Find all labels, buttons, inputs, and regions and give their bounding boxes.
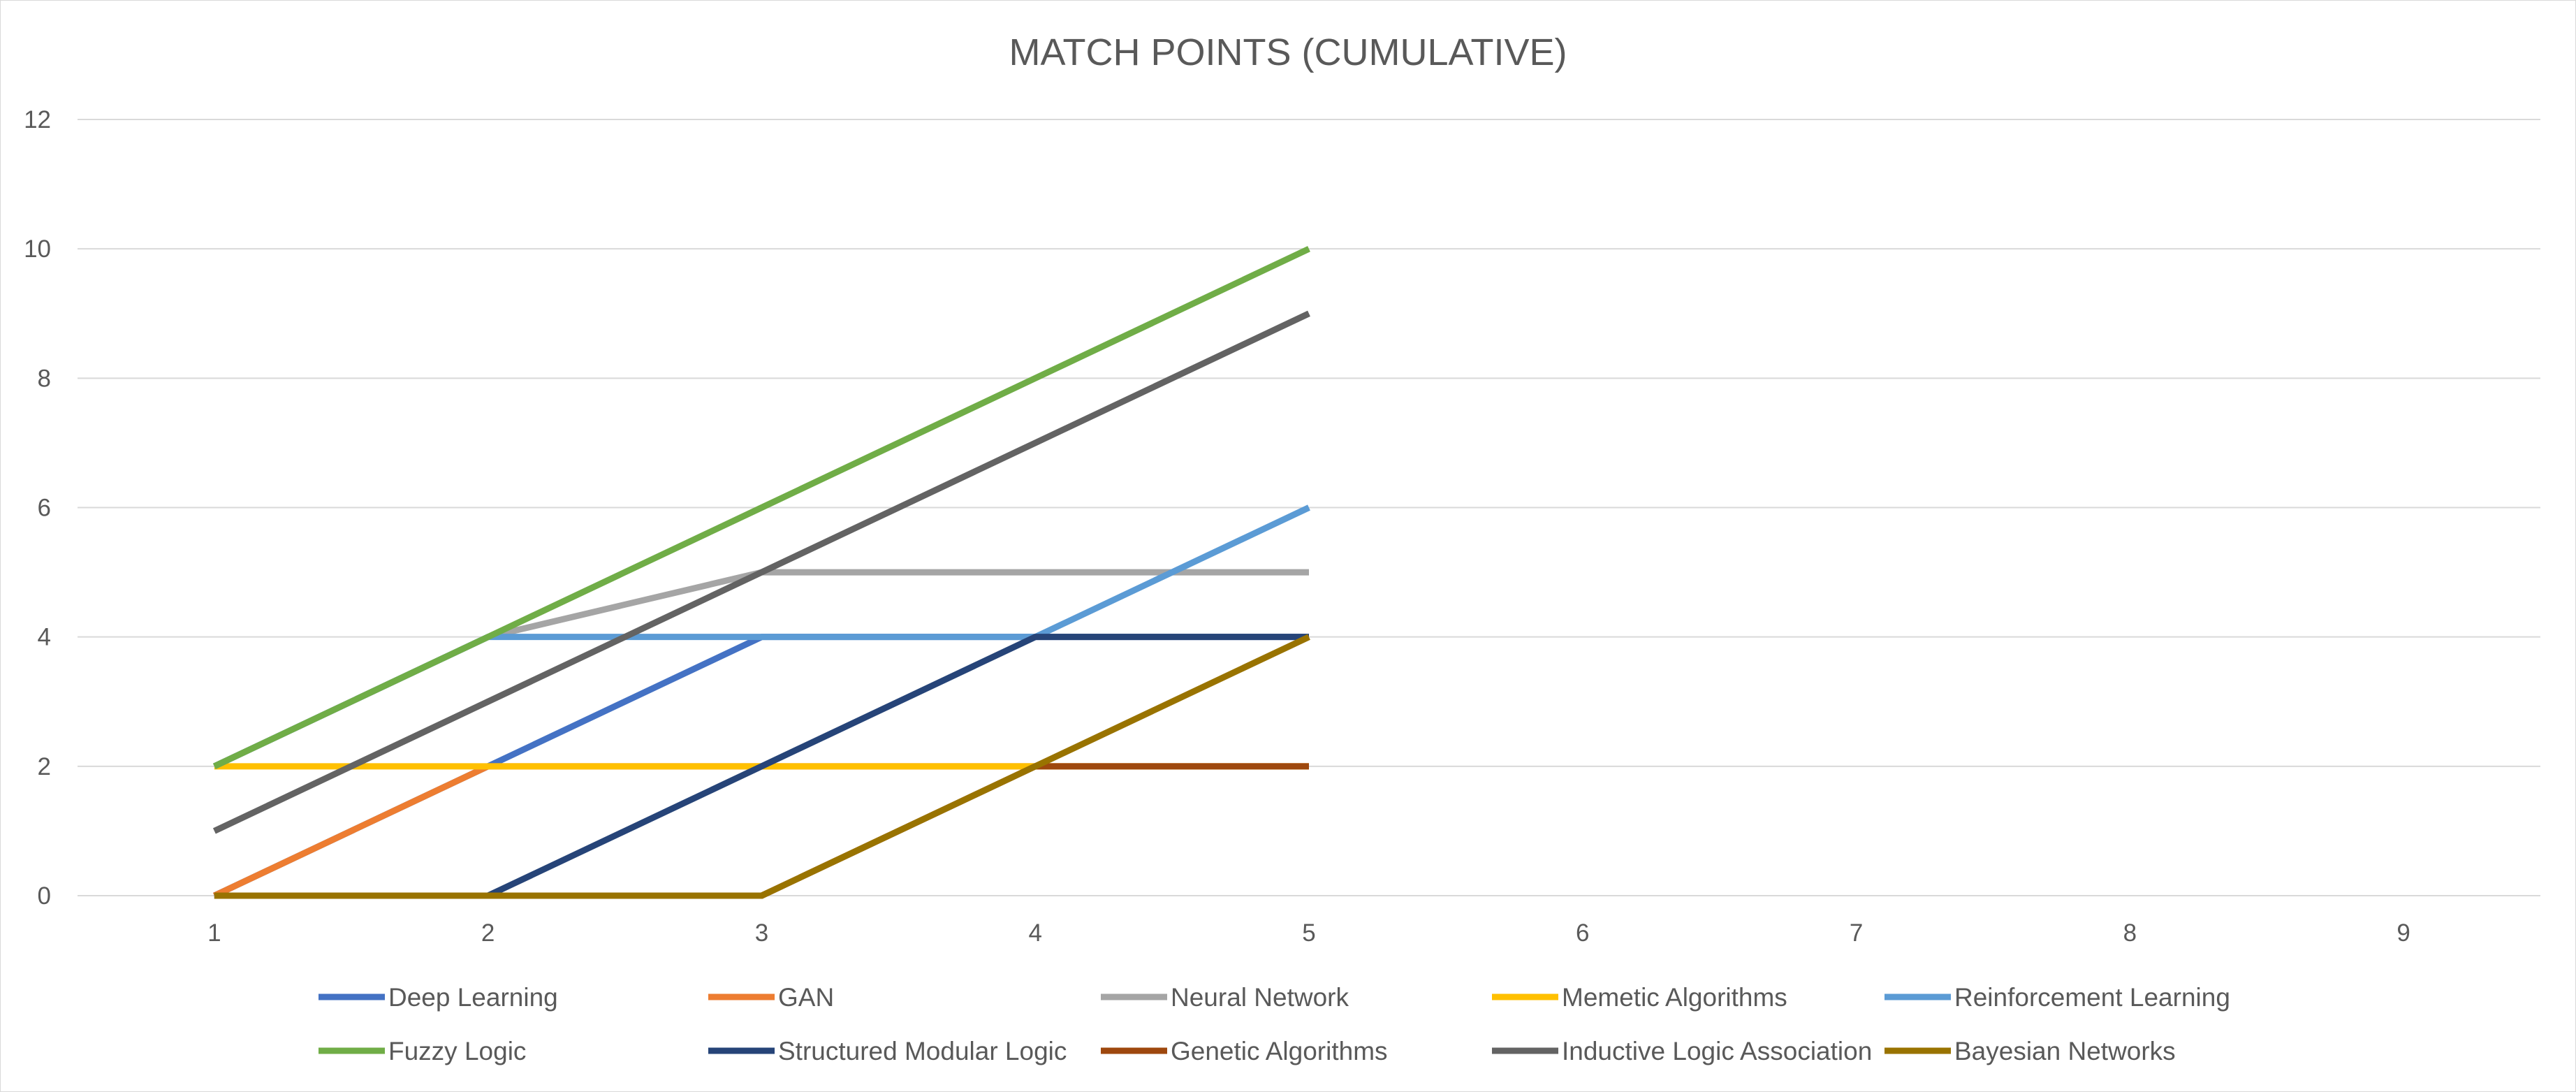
legend-item: Structured Modular Logic bbox=[708, 1037, 1067, 1065]
legend-label: Inductive Logic Association bbox=[1562, 1037, 1872, 1065]
x-tick-label: 9 bbox=[2396, 919, 2410, 947]
legend-label: Structured Modular Logic bbox=[778, 1037, 1067, 1065]
legend-item: Memetic Algorithms bbox=[1492, 983, 1787, 1012]
x-axis-ticks: 1 2 3 4 5 6 7 8 9 bbox=[207, 919, 2410, 947]
legend-item: Neural Network bbox=[1101, 983, 1349, 1012]
x-tick-label: 1 bbox=[207, 919, 221, 947]
chart-title: MATCH POINTS (CUMULATIVE) bbox=[1009, 31, 1567, 73]
series-lines bbox=[212, 246, 1310, 899]
series-line-gan bbox=[212, 763, 1309, 899]
legend-label: Bayesian Networks bbox=[1954, 1037, 2176, 1065]
y-tick-label: 8 bbox=[38, 365, 51, 392]
legend-item: Genetic Algorithms bbox=[1101, 1037, 1388, 1065]
x-tick-label: 4 bbox=[1028, 919, 1041, 947]
legend-item: Bayesian Networks bbox=[1885, 1037, 2176, 1065]
legend-item: GAN bbox=[708, 983, 834, 1012]
x-tick-label: 3 bbox=[755, 919, 768, 947]
y-tick-label: 2 bbox=[38, 753, 51, 780]
legend-label: Genetic Algorithms bbox=[1171, 1037, 1388, 1065]
legend-item: Fuzzy Logic bbox=[319, 1037, 526, 1065]
legend-label: Reinforcement Learning bbox=[1954, 983, 2230, 1012]
legend-item: Deep Learning bbox=[319, 983, 558, 1012]
series-line-fuzzy-logic bbox=[212, 246, 1310, 769]
series-line-genetic-algorithms bbox=[214, 763, 1309, 899]
legend-item: Reinforcement Learning bbox=[1885, 983, 2230, 1012]
legend-item: Inductive Logic Association bbox=[1492, 1037, 1872, 1065]
legend-label: Memetic Algorithms bbox=[1562, 983, 1787, 1012]
x-tick-label: 2 bbox=[481, 919, 495, 947]
y-tick-label: 0 bbox=[38, 882, 51, 910]
y-tick-label: 4 bbox=[38, 624, 51, 651]
x-tick-label: 7 bbox=[1850, 919, 1863, 947]
legend-label: Neural Network bbox=[1171, 983, 1349, 1012]
series-line-bayesian-networks bbox=[214, 634, 1310, 899]
legend-label: Deep Learning bbox=[388, 983, 558, 1012]
legend: Deep Learning GAN Neural Network Memetic Al… bbox=[319, 983, 2230, 1065]
x-tick-label: 5 bbox=[1302, 919, 1315, 947]
legend-label: Fuzzy Logic bbox=[388, 1037, 526, 1065]
x-tick-label: 8 bbox=[2123, 919, 2137, 947]
series-line-neural-network bbox=[212, 569, 1309, 769]
y-tick-label: 12 bbox=[24, 106, 51, 133]
y-tick-label: 6 bbox=[38, 495, 51, 522]
x-tick-label: 6 bbox=[1576, 919, 1589, 947]
y-axis-ticks: 0 2 4 6 8 10 12 bbox=[24, 106, 51, 910]
legend-label: GAN bbox=[778, 983, 834, 1012]
series-line-inductive-logic-association bbox=[212, 310, 1310, 834]
y-tick-label: 10 bbox=[24, 235, 51, 263]
